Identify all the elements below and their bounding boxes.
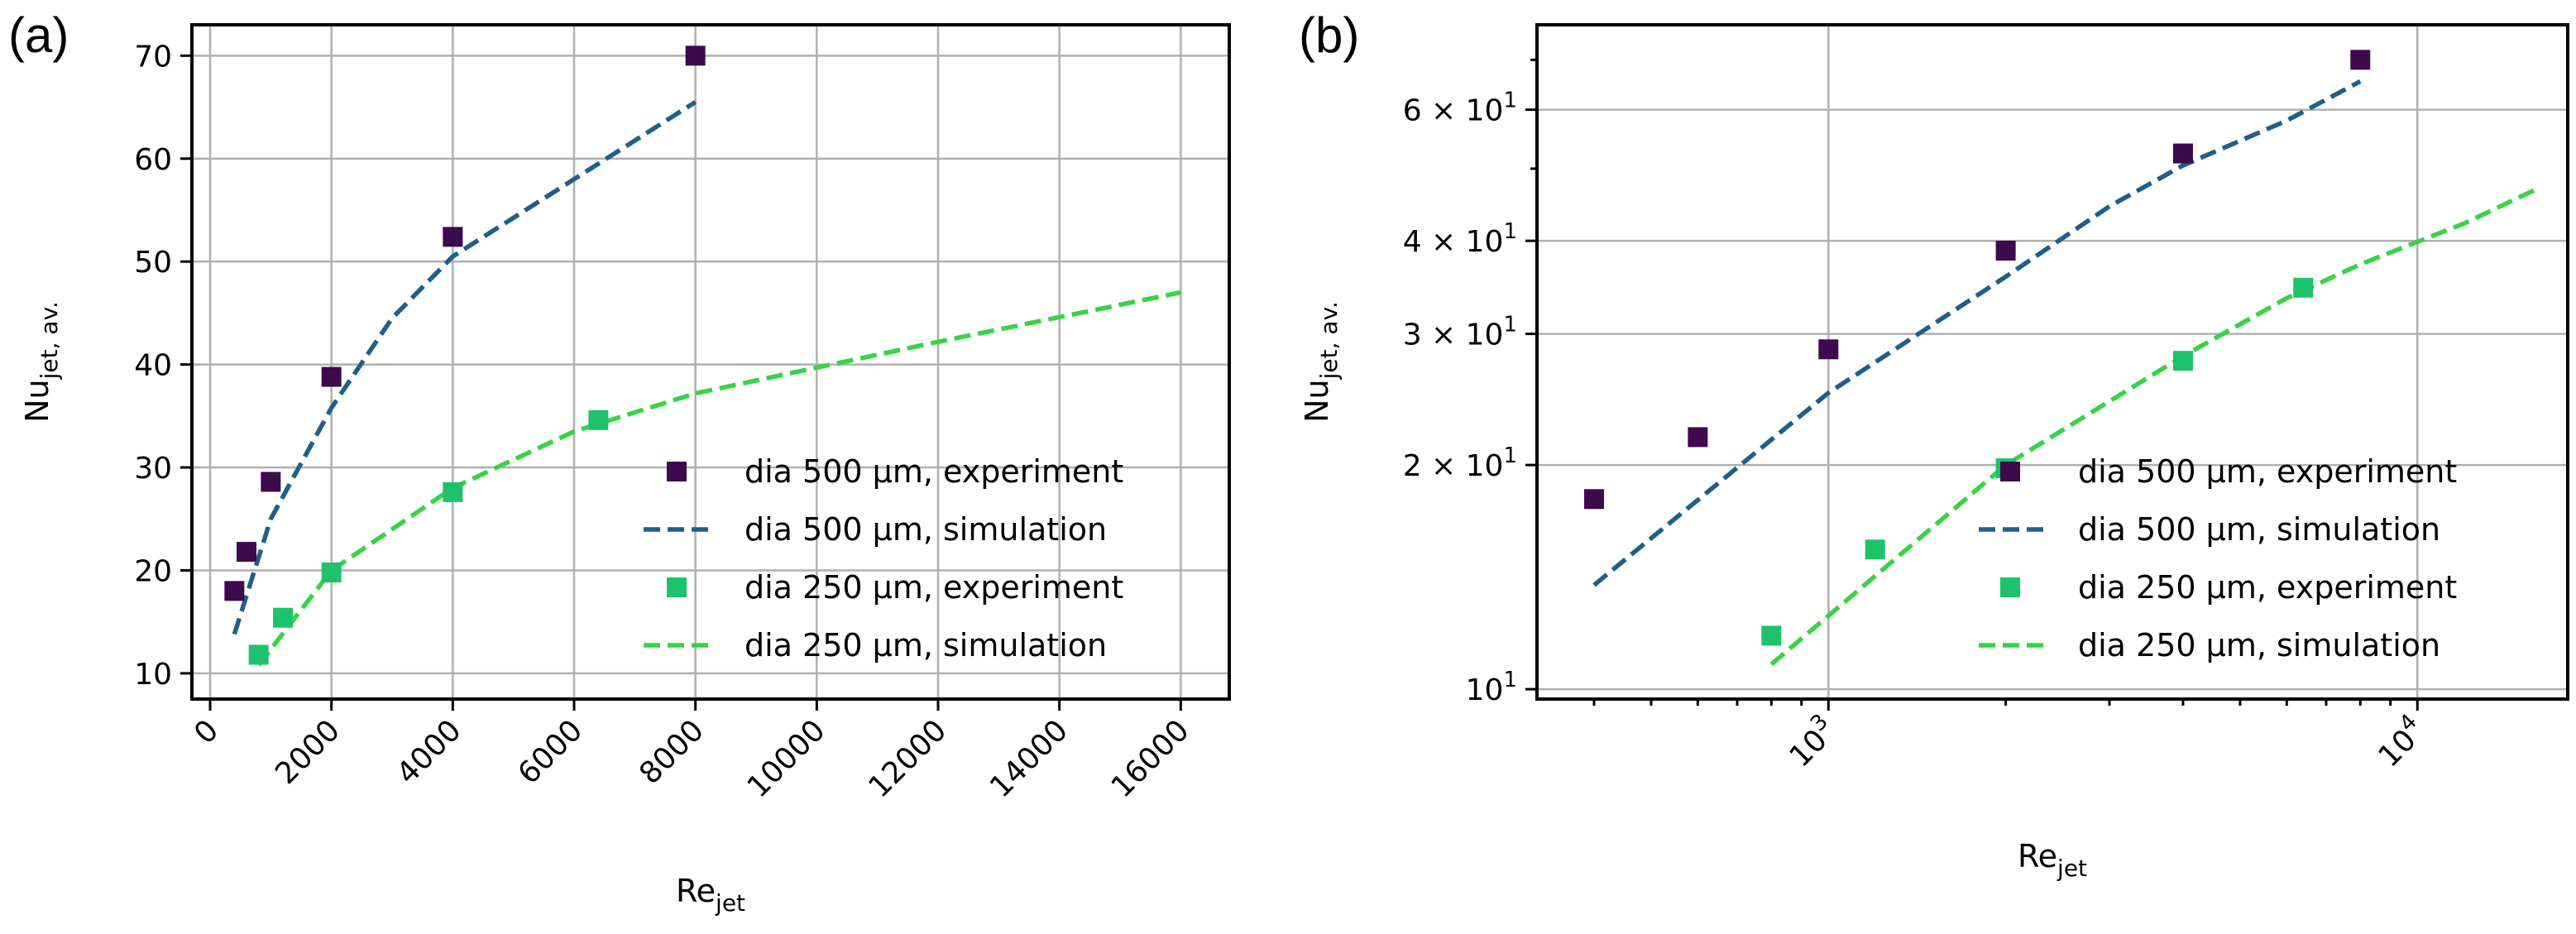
legend-marker-0	[667, 462, 687, 481]
text-part: jet	[2056, 855, 2087, 882]
data-point-0	[443, 227, 463, 247]
legend-label-3: dia 250 µm, simulation	[745, 627, 1107, 663]
data-point-2	[273, 607, 293, 628]
text-part: 1	[1503, 443, 1517, 468]
text-part: 6 × 10	[1403, 94, 1504, 128]
text-part: 2 × 10	[1403, 449, 1504, 483]
text-part: 4 × 10	[1403, 225, 1504, 259]
text-part: 1	[1503, 668, 1517, 692]
y-tick-label: 2 × 101	[1403, 443, 1517, 483]
legend-label-0: dia 500 µm, experiment	[2078, 453, 2457, 490]
legend: dia 500 µm, experiment dia 500 µm, simula…	[1979, 453, 2457, 663]
ticks	[180, 54, 1182, 711]
x-tick-label: 0	[188, 713, 225, 750]
legend-marker-2	[667, 577, 687, 597]
data-point-2	[443, 481, 463, 502]
y-tick-label: 70	[134, 40, 172, 74]
ticks	[1525, 58, 2419, 711]
data-point-0	[237, 542, 256, 563]
y-axis-label: Nujet, av.	[19, 301, 63, 423]
y-tick-label: 60	[134, 143, 172, 177]
panel-label: (a)	[8, 7, 69, 63]
x-tick-label: 8000	[633, 713, 711, 791]
plot-area	[224, 46, 1181, 667]
data-point-0	[1818, 339, 1839, 360]
x-tick-label: 4000	[390, 713, 468, 791]
text-part: 10	[1466, 673, 1504, 707]
y-tick-label: 30	[134, 452, 172, 486]
grid	[1537, 25, 2568, 699]
y-tick-label: 20	[134, 554, 172, 588]
y-tick-label: 3 × 101	[1403, 313, 1517, 352]
data-point-0	[321, 366, 342, 387]
data-point-2	[2293, 277, 2314, 298]
text-part: 3 × 10	[1403, 319, 1504, 352]
data-point-0	[224, 581, 245, 601]
y-tick-label: 50	[134, 246, 172, 280]
y-tick-label: 4 × 101	[1403, 219, 1517, 259]
text-part: jet	[715, 889, 745, 917]
data-point-0	[1688, 427, 1708, 448]
x-tick-label: 2000	[269, 713, 347, 791]
text-part: jet, av.	[1315, 301, 1343, 380]
data-point-2	[1761, 625, 1782, 646]
text-part: 1	[1503, 89, 1517, 113]
text-part: Nu	[19, 379, 55, 423]
legend-label-0: dia 500 µm, experiment	[745, 453, 1123, 490]
x-axis-label: Rejet	[676, 873, 745, 917]
legend: dia 500 µm, experiment dia 500 µm, simula…	[644, 453, 1123, 663]
x-tick-label: 10000	[741, 713, 832, 804]
series-line-1	[1592, 79, 2362, 587]
panel-label: (b)	[1299, 7, 1359, 63]
x-tick-label: 12000	[862, 713, 953, 804]
data-point-2	[248, 644, 269, 665]
grid	[192, 25, 1229, 699]
data-point-2	[588, 410, 609, 430]
text-part: 1	[1503, 219, 1517, 244]
y-axis-label: Nujet, av.	[1299, 301, 1343, 423]
data-point-0	[685, 46, 706, 66]
data-point-2	[2172, 351, 2193, 371]
series-line-1	[232, 99, 697, 635]
data-point-2	[1865, 539, 1885, 560]
series-line-3	[1769, 186, 2539, 667]
axes-frame	[190, 23, 1231, 701]
legend-marker-2	[2000, 577, 2020, 597]
x-axis-label: Rejet	[2018, 838, 2087, 882]
text-part: Nu	[1299, 379, 1335, 423]
y-tick-label: 101	[1466, 668, 1517, 707]
data-point-0	[261, 472, 281, 492]
chart-a: 0 2000 4000 6000 8000 10000 12000 14000 16000 10 2…	[8, 7, 1231, 917]
axes-frame	[1535, 23, 2569, 701]
y-tick-label: 10	[134, 658, 172, 692]
data-point-2	[321, 562, 342, 582]
y-tick-label: 40	[134, 349, 172, 383]
data-point-0	[1583, 489, 1604, 510]
x-tick-label: 104	[2368, 709, 2433, 774]
series-line-3	[256, 290, 1181, 667]
x-tick-label: 14000	[984, 713, 1075, 804]
legend-label-3: dia 250 µm, simulation	[2078, 627, 2440, 663]
legend-label-1: dia 500 µm, simulation	[745, 511, 1107, 548]
data-point-0	[2350, 50, 2371, 70]
x-tick-label: 103	[1779, 709, 1844, 774]
data-point-0	[2172, 143, 2193, 164]
legend-marker-0	[2000, 462, 2020, 481]
y-tick-label: 6 × 101	[1403, 89, 1517, 128]
legend-label-1: dia 500 µm, simulation	[2078, 511, 2440, 548]
text-part: 1	[1503, 313, 1517, 338]
data-point-0	[1995, 241, 2016, 261]
text-part: Re	[2018, 838, 2057, 874]
legend-label-2: dia 250 µm, experiment	[2078, 569, 2457, 606]
x-tick-label: 16000	[1105, 713, 1196, 804]
text-part: jet, av.	[36, 301, 63, 380]
text-part: Re	[676, 873, 716, 909]
legend-label-2: dia 250 µm, experiment	[745, 569, 1123, 606]
x-tick-label: 6000	[512, 713, 590, 791]
